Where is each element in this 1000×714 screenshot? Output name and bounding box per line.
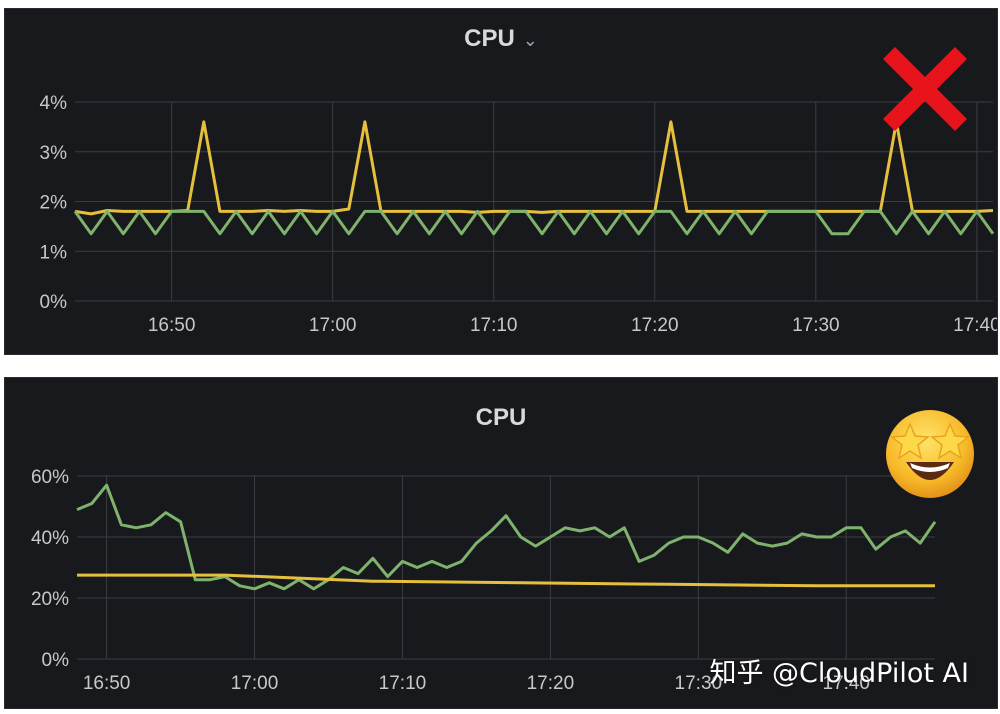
x-tick-label: 17:00 xyxy=(231,673,279,694)
panel-title[interactable]: CPU xyxy=(475,404,527,431)
cpu-line-chart: 0% 20% 40% 60% 16:50 17:00 17:10 17:20 17:30 17:4… xyxy=(31,467,937,694)
series-line-1 xyxy=(73,209,995,236)
x-tick-label: 17:30 xyxy=(792,315,840,336)
y-tick-label: 0% xyxy=(40,292,68,313)
x-tick-label: 17:20 xyxy=(631,315,679,336)
x-tick-label: 16:50 xyxy=(148,315,196,336)
chevron-down-icon[interactable]: ⌄ xyxy=(522,30,538,50)
red-cross-icon xyxy=(882,46,968,132)
x-tick-label: 16:50 xyxy=(83,673,131,694)
cpu-panel-after: CPU 0% 20% 40% 60% 16:50 17:00 17:10 17:20 17:30… xyxy=(4,377,998,709)
x-tick-label: 17:10 xyxy=(379,673,427,694)
x-tick-label: 17:40 xyxy=(953,315,997,336)
y-tick-label: 0% xyxy=(42,650,70,671)
y-tick-label: 2% xyxy=(40,193,68,214)
panel-title[interactable]: CPU ⌄ xyxy=(464,25,538,52)
x-tick-label: 17:30 xyxy=(675,673,723,694)
series-line-1 xyxy=(77,573,935,588)
y-tick-label: 3% xyxy=(40,143,68,164)
y-tick-label: 60% xyxy=(31,467,69,488)
x-tick-label: 17:00 xyxy=(309,315,357,336)
star-struck-emoji-icon xyxy=(886,410,974,498)
x-tick-label: 17:20 xyxy=(527,673,575,694)
cpu-panel-before: CPU ⌄ 0% 1% 2% 3% 4% 16:50 17:00 17:10 17:20 17:30… xyxy=(4,8,998,355)
series-line-0 xyxy=(76,483,937,591)
x-tick-label: 17:40 xyxy=(822,673,870,694)
watermark: 知乎 @CloudPilot AI xyxy=(709,658,969,689)
y-tick-label: 4% xyxy=(40,93,68,114)
cpu-line-chart: 0% 1% 2% 3% 4% 16:50 17:00 17:10 17:20 17:30 17:40 xyxy=(40,93,997,336)
y-tick-label: 40% xyxy=(31,528,69,549)
series-line-0 xyxy=(74,120,994,216)
x-tick-label: 17:10 xyxy=(470,315,518,336)
y-tick-label: 1% xyxy=(40,242,68,263)
y-tick-label: 20% xyxy=(31,589,69,610)
